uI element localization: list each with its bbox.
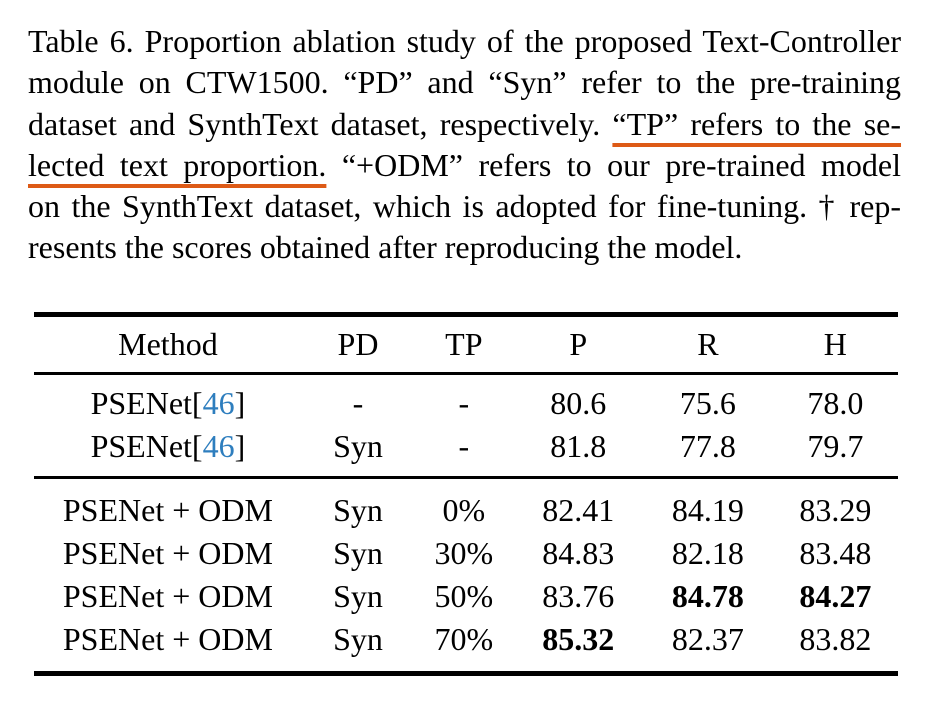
p-cell: 83.76: [542, 578, 615, 614]
column-header-r: R: [697, 326, 719, 362]
caption-line: dataset and SynthText dataset, respectiv…: [28, 104, 901, 145]
bracket-close: ]: [234, 428, 246, 464]
table-row: PSENet[46] Syn - 81.8 77.8 79.7: [34, 425, 898, 478]
table-group-baselines: PSENet[46] - -80.6 75.6 78.0 PSENet[46] Syn -81…: [34, 374, 898, 478]
tp-cell: 0%: [442, 492, 486, 528]
table-row: PSENet + ODM Syn 30% 84.83 82.18 83.48: [34, 532, 898, 575]
p-cell: 85.32: [542, 621, 615, 657]
tp-cell: -: [458, 428, 470, 464]
column-header-pd: PD: [337, 326, 379, 362]
caption-text: dataset and SynthText dataset, respectiv…: [28, 105, 613, 142]
caption-line: lected text proportion. “+ODM” refers to…: [28, 145, 901, 186]
r-cell: 82.37: [671, 621, 744, 657]
pd-cell: Syn: [333, 621, 383, 657]
method-name: PSENet: [90, 428, 192, 464]
caption-text: module on CTW1500. “PD” and “Syn” refer …: [28, 64, 901, 101]
citation-link-46[interactable]: 46: [202, 428, 235, 464]
table-row: PSENet + ODM Syn 70% 85.32 82.37 83.82: [34, 618, 898, 674]
pd-cell: -: [352, 385, 364, 421]
r-cell: 84.19: [671, 492, 744, 528]
h-cell: 78.0: [807, 385, 864, 421]
caption-text: “+ODM” refers to our pre-trained model: [326, 146, 901, 183]
header-row: Method PD TP P R H: [34, 315, 898, 374]
h-cell: 84.27: [799, 578, 872, 614]
p-cell: 84.83: [542, 535, 615, 571]
tp-cell: 50%: [434, 578, 494, 614]
h-cell: 79.7: [807, 428, 864, 464]
caption-text: Table 6. Proportion ablation study of th…: [28, 23, 901, 59]
method-cell: PSENet[46]: [34, 374, 302, 426]
column-header-h: H: [823, 326, 847, 362]
method-cell: PSENet + ODM: [62, 578, 273, 614]
pd-cell: Syn: [333, 578, 383, 614]
column-header-tp: TP: [445, 326, 483, 362]
results-table-wrapper: Method PD TP P R H PSENet[46] - -80.6 75.6 78.0 PS…: [34, 312, 898, 676]
table-caption: Table 6. Proportion ablation study of th…: [28, 21, 901, 269]
r-cell: 82.18: [671, 535, 744, 571]
column-header-method: Method: [118, 326, 218, 362]
caption-line: on the SynthText dataset, which is adopt…: [28, 186, 901, 227]
caption-underlined-text: lected text proportion.: [28, 146, 327, 183]
tp-cell: -: [458, 385, 470, 421]
bracket-open: [: [191, 385, 203, 421]
h-cell: 83.48: [799, 535, 872, 571]
pd-cell: Syn: [333, 535, 383, 571]
h-cell: 83.29: [799, 492, 872, 528]
method-cell: PSENet[46]: [34, 425, 302, 478]
p-cell: 80.6: [550, 385, 607, 421]
r-cell: 84.78: [671, 578, 744, 614]
citation-link-46[interactable]: 46: [202, 385, 235, 421]
method-cell: PSENet + ODM: [62, 621, 273, 657]
results-table: Method PD TP P R H PSENet[46] - -80.6 75.6 78.0 PS…: [34, 312, 898, 676]
column-header-p: P: [569, 326, 588, 362]
table-row: PSENet + ODM Syn 50% 83.76 84.78 84.27: [34, 575, 898, 618]
r-cell: 75.6: [679, 385, 736, 421]
bracket-open: [: [191, 428, 203, 464]
bracket-close: ]: [234, 385, 246, 421]
tp-cell: 70%: [434, 621, 494, 657]
h-cell: 83.82: [799, 621, 872, 657]
method-cell: PSENet + ODM: [62, 492, 273, 528]
table-row: PSENet[46] - - 80.6 75.6 78.0: [34, 374, 898, 426]
caption-line: Table 6. Proportion ablation study of th…: [28, 21, 901, 62]
pd-cell: Syn: [333, 492, 383, 528]
p-cell: 82.41: [542, 492, 615, 528]
caption-text: on the SynthText dataset, which is adopt…: [28, 188, 901, 225]
pd-cell: Syn: [333, 428, 383, 464]
caption-line: module on CTW1500. “PD” and “Syn” refer …: [28, 62, 901, 103]
p-cell: 81.8: [550, 428, 607, 464]
caption-underlined-text: “TP” refers to the se-: [612, 105, 902, 142]
r-cell: 77.8: [679, 428, 736, 464]
method-name: PSENet: [90, 385, 192, 421]
tp-cell: 30%: [434, 535, 494, 571]
table-group-odm: PSENet + ODM Syn 0% 82.41 84.19 83.29 PSENet +…: [34, 478, 898, 674]
table-row: PSENet + ODM Syn 0% 82.41 84.19 83.29: [34, 478, 898, 533]
caption-line: resents the scores obtained after reprod…: [28, 227, 901, 268]
caption-text: resents the scores obtained after reprod…: [28, 229, 743, 266]
method-cell: PSENet + ODM: [62, 535, 273, 571]
